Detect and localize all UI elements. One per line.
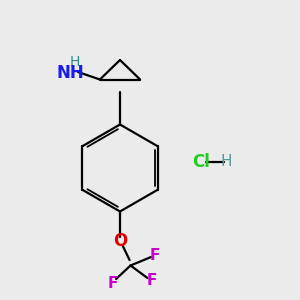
Text: H: H	[70, 55, 80, 68]
Text: O: O	[113, 232, 127, 250]
Text: F: F	[146, 273, 157, 288]
Text: F: F	[107, 276, 118, 291]
Text: NH: NH	[57, 64, 84, 82]
Text: H: H	[221, 154, 232, 169]
Text: Cl: Cl	[192, 153, 210, 171]
Text: F: F	[149, 248, 160, 263]
